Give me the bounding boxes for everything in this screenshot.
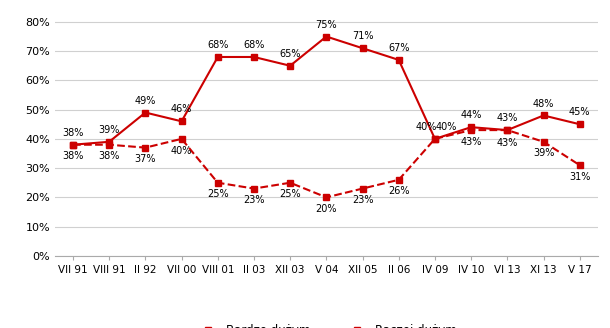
Text: 75%: 75% <box>315 20 337 30</box>
Text: 40%: 40% <box>416 122 437 132</box>
Legend: Bardzo dużym, Raczej dużym: Bardzo dużym, Raczej dużym <box>192 320 461 328</box>
Text: 20%: 20% <box>315 204 337 214</box>
Text: 43%: 43% <box>497 138 518 148</box>
Text: 40%: 40% <box>171 146 192 155</box>
Text: 26%: 26% <box>388 187 409 196</box>
Text: 68%: 68% <box>207 40 229 50</box>
Text: 37%: 37% <box>135 154 156 164</box>
Text: 68%: 68% <box>243 40 265 50</box>
Text: 23%: 23% <box>243 195 265 205</box>
Text: 43%: 43% <box>497 113 518 123</box>
Text: 38%: 38% <box>62 128 84 138</box>
Text: 67%: 67% <box>388 43 409 53</box>
Text: 25%: 25% <box>207 189 229 199</box>
Text: 38%: 38% <box>98 152 120 161</box>
Text: 71%: 71% <box>352 31 373 41</box>
Text: 49%: 49% <box>135 95 156 106</box>
Text: 40%: 40% <box>436 122 457 132</box>
Text: 45%: 45% <box>569 107 590 117</box>
Text: 44%: 44% <box>461 110 482 120</box>
Text: 38%: 38% <box>62 152 84 161</box>
Text: 25%: 25% <box>279 189 301 199</box>
Text: 31%: 31% <box>569 172 590 182</box>
Text: 43%: 43% <box>461 137 482 147</box>
Text: 65%: 65% <box>279 49 301 59</box>
Text: 39%: 39% <box>98 125 120 135</box>
Text: 46%: 46% <box>171 104 192 114</box>
Text: 23%: 23% <box>352 195 373 205</box>
Text: 48%: 48% <box>533 98 554 109</box>
Text: 39%: 39% <box>533 149 554 158</box>
